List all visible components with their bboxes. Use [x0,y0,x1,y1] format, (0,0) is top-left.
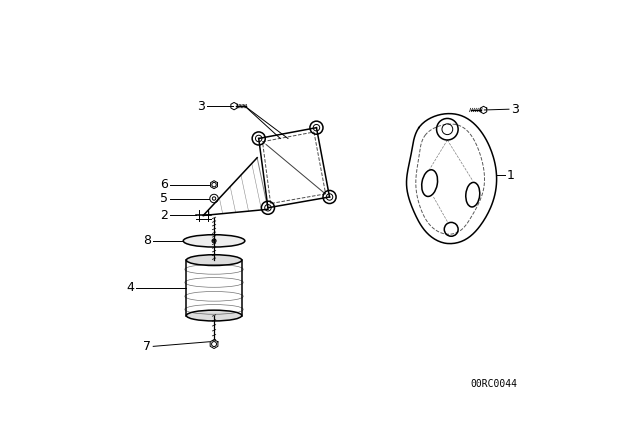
Text: 1: 1 [507,169,515,182]
Text: 3: 3 [511,103,519,116]
Text: 6: 6 [160,178,168,191]
Text: 3: 3 [197,99,205,112]
Text: 7: 7 [143,340,151,353]
Text: 4: 4 [126,281,134,294]
Ellipse shape [186,255,242,266]
Text: 8: 8 [143,234,151,247]
Ellipse shape [186,310,242,321]
Ellipse shape [183,235,245,247]
Circle shape [212,239,216,243]
Text: 5: 5 [160,192,168,205]
Text: 00RC0044: 00RC0044 [470,379,518,389]
Text: 2: 2 [160,209,168,222]
